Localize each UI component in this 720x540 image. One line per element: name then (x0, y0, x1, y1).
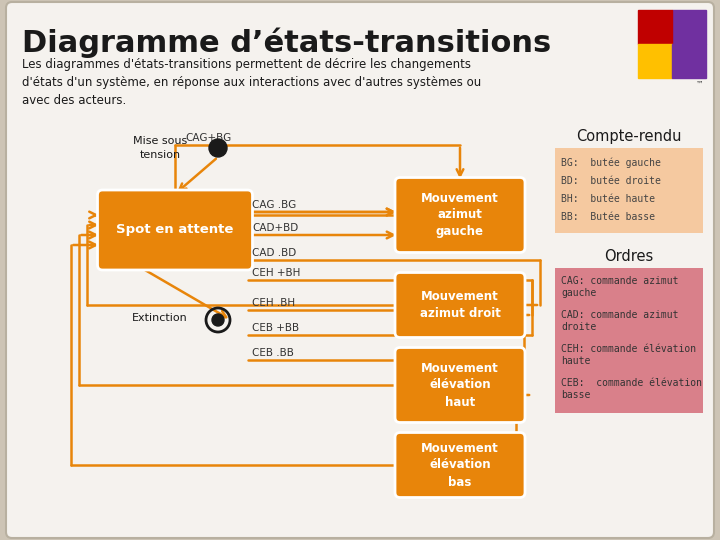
FancyBboxPatch shape (395, 273, 525, 338)
Text: BH:  butée haute: BH: butée haute (561, 194, 655, 204)
Text: Mise sous
tension: Mise sous tension (133, 137, 187, 160)
Text: CEB .BB: CEB .BB (253, 348, 294, 358)
Bar (672, 10, 706, 44)
Text: CAG+BG: CAG+BG (185, 133, 231, 143)
FancyBboxPatch shape (395, 348, 525, 422)
Bar (555, 148, 703, 233)
Text: Diagramme d’états-transitions: Diagramme d’états-transitions (22, 28, 552, 58)
Text: CEB:  commande élévation
basse: CEB: commande élévation basse (561, 378, 702, 400)
Text: CAD .BD: CAD .BD (253, 248, 297, 258)
Bar (638, 44, 672, 78)
Text: Compte-rendu: Compte-rendu (576, 129, 682, 144)
Text: CEH +BH: CEH +BH (253, 268, 301, 278)
Text: CAG .BG: CAG .BG (253, 200, 297, 210)
Text: CAG: commande azimut
gauche: CAG: commande azimut gauche (561, 276, 678, 299)
FancyBboxPatch shape (6, 2, 714, 538)
Text: CEH: commande élévation
haute: CEH: commande élévation haute (561, 344, 696, 367)
Text: Ordres: Ordres (604, 249, 654, 264)
Text: CAD+BD: CAD+BD (253, 223, 299, 233)
Text: Extinction: Extinction (132, 313, 188, 323)
Circle shape (212, 314, 224, 326)
Text: Mouvement
élévation
haut: Mouvement élévation haut (421, 361, 499, 408)
Text: CEB +BB: CEB +BB (253, 323, 300, 333)
Text: Mouvement
azimut
gauche: Mouvement azimut gauche (421, 192, 499, 239)
Text: Mouvement
élévation
bas: Mouvement élévation bas (421, 442, 499, 489)
Bar (672, 44, 706, 78)
Circle shape (209, 139, 227, 157)
Text: ™: ™ (696, 80, 704, 89)
Text: CAD: commande azimut
droite: CAD: commande azimut droite (561, 310, 678, 333)
Text: BD:  butée droite: BD: butée droite (561, 176, 661, 186)
FancyBboxPatch shape (395, 433, 525, 497)
Bar (555, 268, 703, 413)
Text: BB:  Butée basse: BB: Butée basse (561, 212, 655, 222)
Text: Les diagrammes d'états-transitions permettent de décrire les changements
d'états: Les diagrammes d'états-transitions perme… (22, 58, 481, 107)
Text: Spot en attente: Spot en attente (117, 224, 234, 237)
Text: Mouvement
azimut droit: Mouvement azimut droit (420, 290, 500, 320)
Text: BG:  butée gauche: BG: butée gauche (561, 158, 661, 168)
Bar (638, 10, 672, 44)
Text: CEH .BH: CEH .BH (253, 298, 296, 308)
FancyBboxPatch shape (97, 190, 253, 270)
FancyBboxPatch shape (395, 178, 525, 253)
